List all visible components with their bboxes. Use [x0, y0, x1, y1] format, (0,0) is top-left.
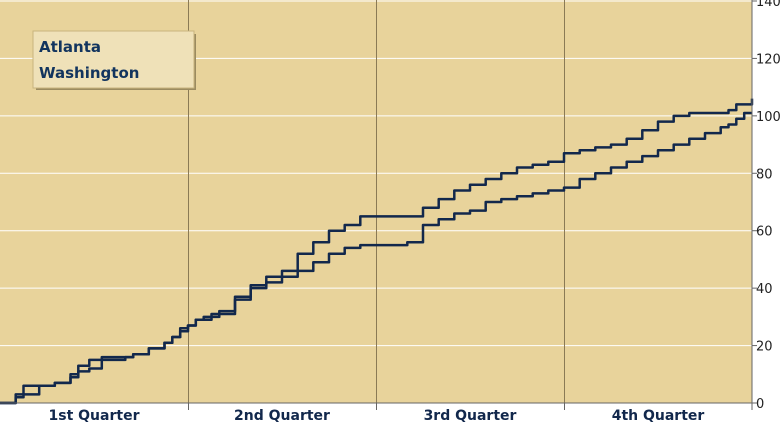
x-category-label-1: 1st Quarter [49, 408, 140, 424]
x-category-label-2: 2nd Quarter [234, 408, 330, 424]
y-tick-label-20: 20 [756, 340, 773, 355]
y-tick-label-40: 40 [756, 282, 773, 297]
y-tick-label-100: 100 [756, 110, 781, 125]
y-tick-label-140: 140 [756, 0, 781, 10]
y-tick-label-0: 0 [756, 397, 764, 412]
legend: Atlanta Washington [32, 30, 196, 90]
series-line-washington [0, 98, 754, 405]
y-tick-label-120: 120 [756, 52, 781, 67]
y-tick-label-60: 60 [756, 225, 773, 240]
legend-entry-washington: Washington [39, 64, 139, 82]
y-axis-ticks: 0 20 40 60 80 100 120 140 [752, 0, 781, 412]
y-tick-label-80: 80 [756, 167, 773, 182]
legend-box [32, 30, 195, 89]
x-axis-categories: 1st Quarter 2nd Quarter 3rd Quarter 4th Qua… [49, 403, 705, 424]
series-layer [0, 98, 754, 405]
x-category-label-4: 4th Quarter [612, 408, 705, 424]
x-category-label-3: 3rd Quarter [424, 408, 517, 424]
legend-entry-atlanta: Atlanta [39, 38, 101, 56]
